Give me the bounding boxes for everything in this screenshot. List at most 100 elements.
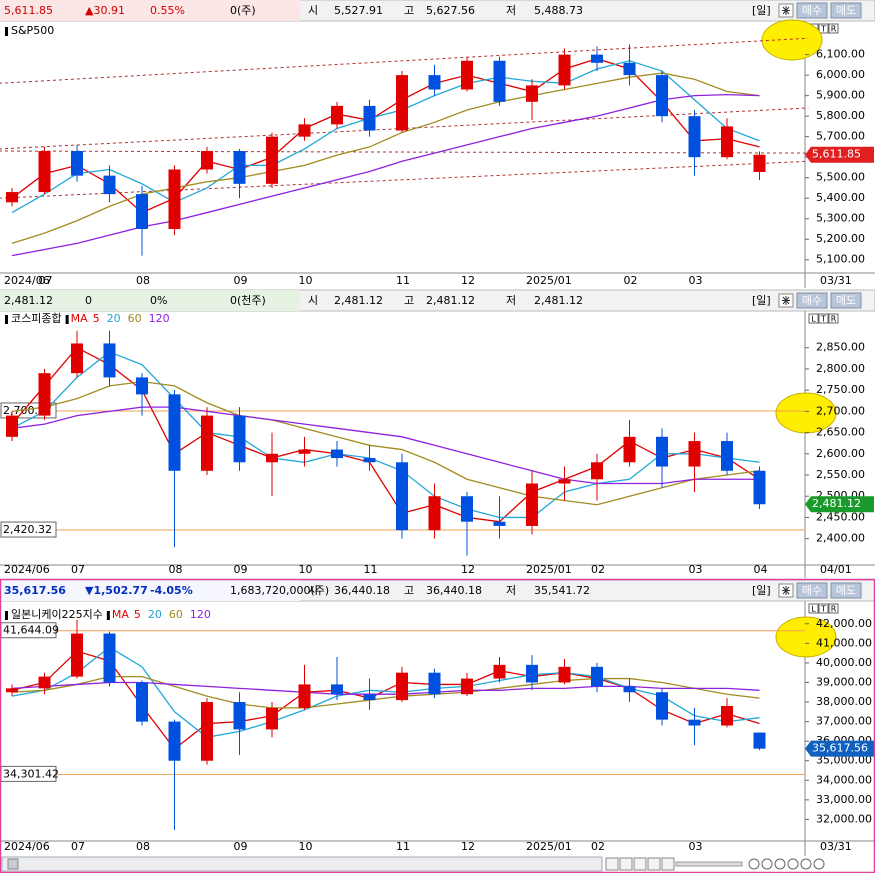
- scroll-bar[interactable]: [1, 856, 603, 872]
- candle-body: [721, 705, 733, 726]
- scale-button[interactable]: [818, 603, 829, 614]
- scale-button[interactable]: [828, 603, 839, 614]
- scale-button-label[interactable]: T: [820, 25, 826, 34]
- y-tick-label: 40,000.00: [816, 656, 872, 669]
- tool-capture[interactable]: [800, 858, 812, 870]
- settings-glyph: [782, 296, 790, 305]
- scale-button-label[interactable]: T: [820, 315, 826, 324]
- x-tick-label: 07: [39, 274, 53, 287]
- candle-body: [103, 343, 116, 378]
- scale-button-label[interactable]: L: [811, 315, 816, 324]
- scale-button[interactable]: [818, 23, 829, 34]
- quote-volume: 0(천주): [230, 293, 266, 307]
- quote-price: 5,611.85: [4, 4, 53, 17]
- title-marker: [5, 315, 8, 324]
- tool-print[interactable]: [813, 858, 825, 870]
- scroll-thumb[interactable]: [7, 858, 19, 870]
- candle-body: [688, 116, 701, 158]
- candle-body: [721, 441, 733, 471]
- period-button[interactable]: [일]: [752, 293, 771, 307]
- y-tick-label: 5,200.00: [816, 232, 865, 245]
- trade-button-bg[interactable]: [796, 582, 828, 599]
- scale-button-label[interactable]: T: [820, 605, 826, 614]
- scale-button[interactable]: [818, 313, 829, 324]
- scroll-first[interactable]: [605, 857, 619, 871]
- trade-button-bg[interactable]: [830, 2, 862, 19]
- y-tick-label: 34,000.00: [816, 773, 872, 786]
- candle-body: [396, 672, 408, 701]
- scale-button[interactable]: [828, 23, 839, 34]
- scale-button-label[interactable]: R: [831, 315, 837, 324]
- candle-body: [331, 449, 343, 459]
- tool-reset[interactable]: [774, 858, 786, 870]
- scale-button[interactable]: [808, 603, 819, 614]
- tool-zoom-out[interactable]: [748, 858, 760, 870]
- scale-button[interactable]: [808, 313, 819, 324]
- scale-button-label[interactable]: R: [831, 25, 837, 34]
- period-button[interactable]: [일]: [752, 3, 771, 17]
- candle-body: [656, 436, 668, 467]
- candle-body: [623, 62, 636, 76]
- tool-settings[interactable]: [787, 858, 799, 870]
- moving-average: [11, 646, 760, 738]
- trade-button[interactable]: 매도: [836, 4, 856, 17]
- trade-button-bg[interactable]: [830, 292, 862, 309]
- quote-change: ▲30.91: [85, 4, 125, 17]
- scale-button-label[interactable]: R: [831, 605, 837, 614]
- period-button[interactable]: [일]: [752, 583, 771, 597]
- x-tick-label: 08: [136, 274, 150, 287]
- quote-low: 35,541.72: [534, 584, 590, 597]
- legend-entry: 5: [93, 312, 100, 325]
- candle-body: [428, 496, 441, 531]
- x-tick-label: 08: [136, 840, 150, 853]
- quote-high-label: 고: [404, 584, 414, 597]
- candle-body: [623, 436, 636, 463]
- trade-button[interactable]: 매도: [836, 584, 856, 597]
- legend-entry: 60: [169, 608, 183, 621]
- x-tick-label: 02: [591, 840, 605, 853]
- x-tick-label: 12: [461, 274, 475, 287]
- tool-zoom-in[interactable]: [761, 858, 773, 870]
- level-label: 2,420.32: [3, 523, 52, 536]
- quote-open: 2,481.12: [334, 294, 383, 307]
- quote-open: 5,527.91: [334, 4, 383, 17]
- quote-low-label: 저: [506, 4, 516, 17]
- y-tick-label: 2,400.00: [816, 532, 865, 545]
- last-price-label: 35,617.56: [812, 742, 868, 755]
- trade-button[interactable]: 매수: [802, 294, 822, 307]
- x-tick-label: 2024/06: [4, 274, 50, 287]
- chart-title: S&P500: [11, 24, 54, 37]
- quote-bar-highlight: [0, 290, 300, 311]
- moving-average: [11, 351, 760, 519]
- candle-body: [266, 707, 278, 730]
- zoom-slider[interactable]: [675, 861, 743, 867]
- quote-pct: 0.55%: [150, 4, 185, 17]
- scale-button[interactable]: [828, 313, 839, 324]
- trade-button-bg[interactable]: [796, 2, 828, 19]
- x-tick-label: 02: [624, 274, 638, 287]
- legend-prefix: MA: [71, 312, 88, 325]
- candle-body: [591, 666, 603, 687]
- candle-body: [71, 633, 83, 677]
- x-tick-label: 2025/01: [526, 563, 572, 576]
- y-tick-label: 5,700.00: [816, 130, 865, 143]
- scroll-next[interactable]: [647, 857, 661, 871]
- trade-button[interactable]: 매도: [836, 294, 856, 307]
- candle-body: [688, 441, 701, 467]
- trade-button[interactable]: 매수: [802, 4, 822, 17]
- scroll-pause[interactable]: [633, 857, 647, 871]
- scroll-last[interactable]: [661, 857, 675, 871]
- x-tick-label: 07: [71, 840, 85, 853]
- y-tick-label: 2,650.00: [816, 426, 865, 439]
- x-tick-label: 10: [299, 563, 313, 576]
- y-tick-label: 39,000.00: [816, 675, 872, 688]
- x-tick-label: 03: [689, 563, 703, 576]
- y-tick-label: 2,550.00: [816, 468, 865, 481]
- trade-button[interactable]: 매수: [802, 584, 822, 597]
- x-tick-label: 02: [591, 563, 605, 576]
- trade-button-bg[interactable]: [830, 582, 862, 599]
- scale-button-label[interactable]: L: [811, 605, 816, 614]
- scroll-prev[interactable]: [619, 857, 633, 871]
- trade-button-bg[interactable]: [796, 292, 828, 309]
